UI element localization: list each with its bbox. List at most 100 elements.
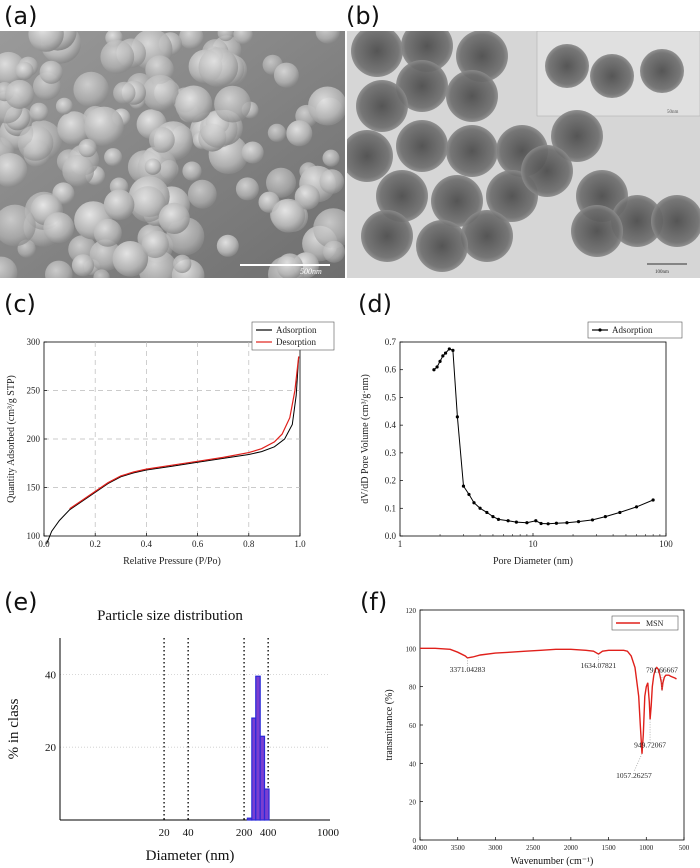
x-tick-label: 3500 (451, 844, 466, 852)
data-point (485, 510, 489, 515)
x-tick-label: 0.4 (141, 539, 153, 549)
sem-particle (17, 125, 54, 161)
y-tick-label: 250 (27, 386, 41, 396)
sem-particle (198, 47, 239, 87)
sem-particle (103, 189, 135, 221)
chart-title: Particle size distribution (97, 608, 243, 624)
data-point (478, 506, 482, 510)
sem-particle (0, 204, 36, 247)
panel-label-b: (b) (346, 2, 380, 30)
x-tick-label: 3000 (488, 844, 503, 852)
data-point (447, 347, 451, 351)
legend-label: Adsorption (276, 325, 317, 335)
sem-particle (286, 120, 313, 147)
tem-particle (446, 125, 498, 177)
tem-particle (347, 130, 393, 182)
y-axis-label: dV/dD Pore Volume (cm³/g·nm) (360, 374, 371, 504)
data-point (432, 368, 436, 372)
sem-particle (84, 106, 124, 147)
sem-particle (294, 184, 320, 210)
data-point (496, 517, 501, 521)
y-tick-label: 0.5 (385, 392, 397, 402)
y-tick-label: 20 (409, 799, 417, 807)
x-axis-label: Wavenumber (cm⁻¹) (511, 856, 594, 867)
tem-particle (356, 80, 408, 132)
data-point (514, 520, 518, 524)
tem-particle (521, 145, 573, 197)
data-point (472, 501, 476, 505)
legend-box (251, 321, 335, 351)
sem-image: 500nm (0, 31, 345, 278)
data-point (651, 498, 655, 502)
data-point (455, 415, 459, 419)
y-tick-label: 0.1 (385, 503, 396, 513)
tem-particle (651, 195, 700, 247)
data-point (438, 359, 442, 363)
sem-particle (141, 230, 169, 259)
tem-particle (396, 60, 448, 112)
panel-label-c: (c) (4, 290, 36, 318)
legend-label: Desorption (276, 337, 316, 347)
x-tick-label: 0.0 (38, 539, 50, 549)
panel-label-a: (a) (4, 2, 38, 30)
y-tick-label: 0.2 (385, 476, 396, 486)
sem-particle (29, 102, 49, 122)
y-tick-label: 0.7 (385, 337, 397, 347)
series-line-adsorption (46, 356, 300, 544)
series-line-adsorption (433, 348, 654, 525)
tem-particle (396, 120, 448, 172)
sem-particle (319, 169, 345, 194)
sem-particle (266, 167, 296, 198)
tem-particle (545, 44, 589, 88)
bar (255, 675, 261, 821)
sem-particle (0, 256, 18, 278)
y-tick-label: 200 (27, 434, 41, 444)
sem-particle (113, 81, 136, 105)
plot-frame (419, 609, 685, 841)
data-point (506, 519, 510, 523)
y-tick-label: 100 (406, 645, 417, 653)
tem-micrograph: 50nm 100nm (347, 31, 700, 278)
tem-particle (640, 49, 684, 93)
legend-marker (598, 328, 602, 332)
series-line-desorption (69, 356, 300, 510)
sem-particle (104, 148, 123, 167)
y-axis-label: % in class (6, 698, 22, 759)
sem-particles (0, 31, 345, 278)
particle-size-chart: Particle size distribution 20 40 20 40 200 400… (6, 608, 340, 864)
sem-particle (271, 198, 306, 233)
bar (259, 735, 266, 821)
isotherm-chart: 0.0 0.2 0.4 0.6 0.8 1.0 100 150 200 250 300 Relativ… (6, 321, 335, 567)
x-tick-label: 1.0 (294, 539, 306, 549)
sem-particle (78, 138, 97, 158)
x-tick-label: 400 (260, 827, 277, 839)
data-point (618, 510, 622, 515)
scale-bar-label-b: 100nm (655, 270, 669, 275)
y-tick-label: 0.3 (385, 448, 397, 458)
sem-particle (71, 254, 95, 277)
x-tick-label: 1000 (317, 827, 340, 839)
y-tick-label: 300 (27, 337, 41, 347)
sem-particle (5, 79, 35, 109)
y-tick-label: 100 (27, 531, 41, 541)
sem-particle (241, 141, 264, 164)
sem-particle (322, 149, 340, 167)
x-tick-label: 4000 (413, 844, 428, 852)
x-tick-label: 20 (159, 827, 171, 839)
data-point (491, 515, 495, 519)
tem-particle (456, 31, 508, 82)
data-point (461, 484, 466, 488)
sem-particle (129, 186, 166, 223)
sem-particle (158, 202, 190, 234)
y-tick-label: 0.6 (385, 365, 397, 375)
y-tick-label: 40 (45, 669, 57, 681)
data-point (443, 351, 448, 355)
pore-size-chart: 1 10 100 0.0 0.1 0.2 0.3 0.4 0.5 0.6 0.7 Pore Diame… (360, 321, 683, 567)
sem-particle (43, 212, 75, 244)
sem-particle (216, 234, 239, 257)
scale-bar-label-b-inset: 50nm (667, 110, 679, 115)
x-tick-label: 1000 (639, 844, 654, 852)
tem-particle (416, 220, 468, 272)
annotation-label: 1057.26257 (616, 771, 652, 780)
sem-particle (187, 179, 217, 209)
